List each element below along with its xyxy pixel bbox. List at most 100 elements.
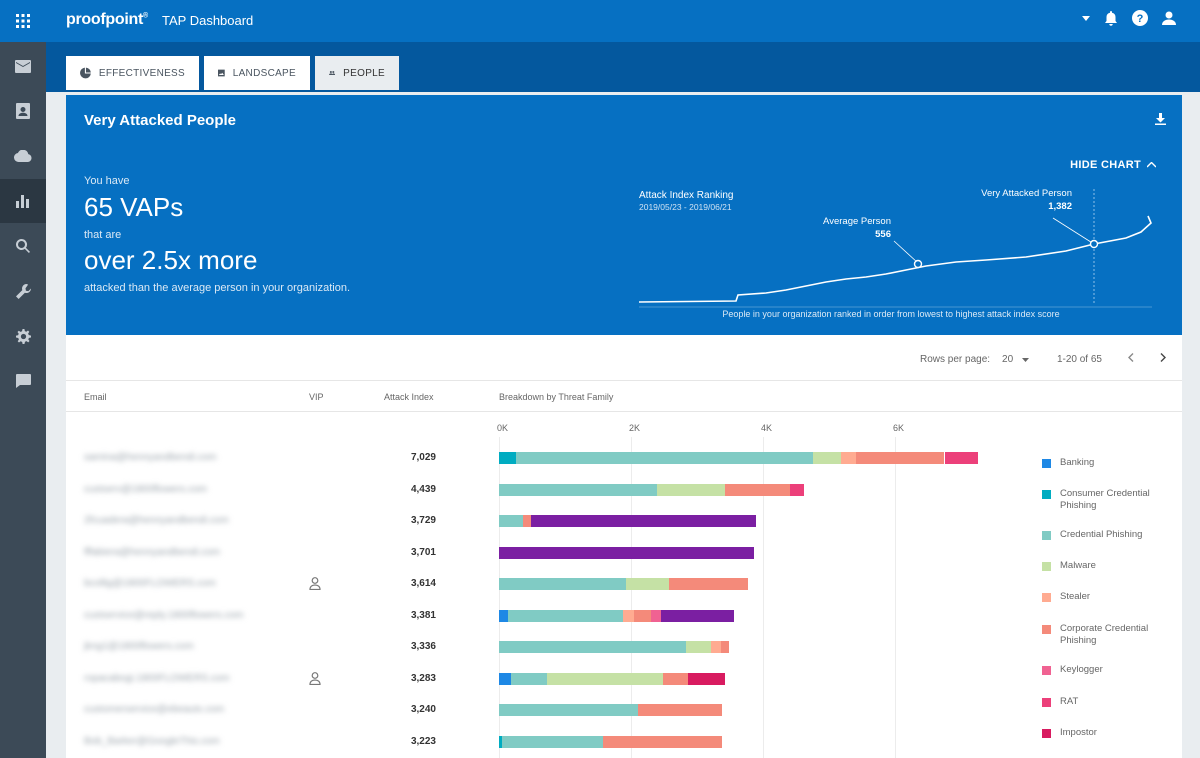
email-cell[interactable]: bcollig@1800FLOWERS.com	[84, 578, 216, 589]
bar-segment[interactable]	[499, 735, 502, 748]
legend-swatch	[1042, 531, 1051, 540]
bar-segment[interactable]	[499, 546, 754, 559]
sidebar-item-tools[interactable]	[0, 269, 46, 313]
email-cell[interactable]: custserv@1800flowers.com	[84, 483, 207, 495]
attack-index-cell: 3,614	[410, 578, 436, 589]
bar-segment[interactable]	[633, 609, 651, 622]
bar-segment[interactable]	[501, 735, 603, 748]
bar-segment[interactable]	[840, 452, 857, 464]
tab-people[interactable]: PEOPLE	[315, 56, 399, 90]
chevron-right-icon	[1160, 353, 1166, 362]
email-cell[interactable]: samina@hennyandbendi.com	[84, 452, 217, 463]
bar-segment[interactable]	[944, 452, 978, 464]
x-tick-label: 6K	[893, 423, 905, 433]
vap-leader-line	[1052, 217, 1095, 245]
average-person-value: 556	[875, 229, 891, 240]
user-icon[interactable]	[1162, 11, 1176, 25]
bar-segment[interactable]	[623, 609, 634, 622]
bar-segment[interactable]	[710, 641, 721, 653]
bar-segment[interactable]	[507, 609, 624, 622]
apps-grid-icon[interactable]	[0, 0, 46, 42]
bar-segment[interactable]	[790, 483, 804, 496]
table-row[interactable]: custservice@reply.1800flowers.com 3,381	[66, 602, 1182, 633]
help-icon[interactable]: ?	[1132, 10, 1148, 26]
bar-segment[interactable]	[724, 483, 791, 496]
bar-segment[interactable]	[499, 452, 516, 464]
bar-segment[interactable]	[660, 609, 734, 622]
bar-segment[interactable]	[499, 515, 523, 527]
table-row[interactable]: jkng1@1800flowers.com 3,336	[66, 633, 1182, 664]
attack-index-cell: 7,029	[410, 452, 436, 463]
next-page-button[interactable]	[1160, 353, 1166, 365]
stat-connector: that are	[84, 229, 122, 241]
caret-down-icon[interactable]	[1082, 15, 1090, 21]
bar-segment[interactable]	[669, 578, 748, 590]
bar-segment[interactable]	[499, 641, 687, 653]
rows-per-page-select[interactable]: 20	[1002, 354, 1029, 365]
sidebar-item-search[interactable]	[0, 224, 46, 268]
column-vip[interactable]: VIP	[309, 392, 324, 402]
bar-segment[interactable]	[499, 578, 626, 590]
chevron-left-icon	[1128, 353, 1134, 362]
email-cell[interactable]: customerservice@ebeautx.com	[84, 704, 225, 715]
table-row[interactable]: bcollig@1800FLOWERS.com 3,614	[66, 570, 1182, 601]
sidebar-item-settings[interactable]	[0, 314, 46, 358]
bar-segment[interactable]	[812, 452, 841, 464]
table-row[interactable]: fffabiera@hennyandbendi.com 3,701	[66, 539, 1182, 570]
bar-segment[interactable]	[510, 672, 547, 685]
email-cell[interactable]: 2fcuadera@hennyandbendi.com	[84, 515, 229, 526]
bar-segment[interactable]	[638, 704, 723, 716]
legend-label: Banking	[1060, 457, 1095, 468]
bar-segment[interactable]	[856, 452, 945, 464]
table-row[interactable]: custserv@1800flowers.com 4,439	[66, 476, 1182, 507]
attack-index-cell: 3,336	[410, 641, 436, 652]
search-icon	[16, 239, 30, 253]
download-icon[interactable]	[1155, 112, 1166, 130]
bar-segment[interactable]	[531, 515, 757, 527]
table-row[interactable]: Bob_Barker@GoogleThis.com 3,223	[66, 728, 1182, 758]
attack-index-cell: 3,701	[410, 546, 436, 558]
bar-segment[interactable]	[625, 578, 670, 590]
sidebar-item-mail[interactable]	[0, 44, 46, 88]
bar-segment[interactable]	[720, 641, 729, 653]
stat-suffix: attacked than the average person in your…	[84, 282, 351, 294]
column-attack-index[interactable]: Attack Index	[384, 392, 434, 402]
column-email[interactable]: Email	[84, 392, 107, 402]
prev-page-button[interactable]	[1128, 353, 1134, 365]
bar-segment[interactable]	[663, 672, 689, 685]
bell-icon[interactable]	[1104, 10, 1118, 26]
table-row[interactable]: 2fcuadera@hennyandbendi.com 3,729	[66, 507, 1182, 538]
tab-bar: EFFECTIVENESS LANDSCAPE PEOPLE	[66, 56, 399, 90]
hide-chart-button[interactable]: HIDE CHART	[1070, 159, 1156, 171]
bar-segment[interactable]	[499, 672, 511, 685]
bar-segment[interactable]	[499, 704, 639, 716]
sidebar-item-contacts[interactable]	[0, 89, 46, 133]
bar-segment[interactable]	[688, 672, 725, 685]
tab-effectiveness[interactable]: EFFECTIVENESS	[66, 56, 199, 90]
stat-prefix: You have	[84, 175, 130, 187]
email-cell[interactable]: ropacabogi.1800FLOWERS.com	[84, 672, 230, 684]
sidebar-item-cloud[interactable]	[0, 134, 46, 178]
bar-segment[interactable]	[602, 735, 723, 748]
bar-segment[interactable]	[515, 452, 813, 464]
brand-logo[interactable]: proofpoint®	[66, 11, 148, 28]
email-cell[interactable]: fffabiera@hennyandbendi.com	[84, 546, 220, 558]
email-cell[interactable]: Bob_Barker@GoogleThis.com	[84, 735, 220, 747]
bar-segment[interactable]	[546, 672, 664, 685]
bar-segment[interactable]	[522, 515, 532, 527]
tab-landscape[interactable]: LANDSCAPE	[204, 56, 310, 90]
vip-person-icon	[309, 577, 321, 595]
table-row[interactable]: ropacabogi.1800FLOWERS.com 3,283	[66, 665, 1182, 696]
table-row[interactable]: customerservice@ebeautx.com 3,240	[66, 696, 1182, 727]
bar-segment[interactable]	[650, 609, 661, 622]
sidebar-item-reports[interactable]	[0, 179, 46, 223]
bar-segment[interactable]	[499, 609, 508, 622]
email-cell[interactable]: jkng1@1800flowers.com	[84, 641, 194, 652]
email-cell[interactable]: custservice@reply.1800flowers.com	[84, 609, 244, 621]
bar-segment[interactable]	[657, 483, 725, 496]
legend-label: Credential Phishing	[1060, 529, 1143, 540]
table-row[interactable]: samina@hennyandbendi.com 7,029	[66, 444, 1182, 475]
sidebar-item-messages[interactable]	[0, 359, 46, 403]
bar-segment[interactable]	[686, 641, 711, 653]
bar-segment[interactable]	[499, 483, 658, 496]
